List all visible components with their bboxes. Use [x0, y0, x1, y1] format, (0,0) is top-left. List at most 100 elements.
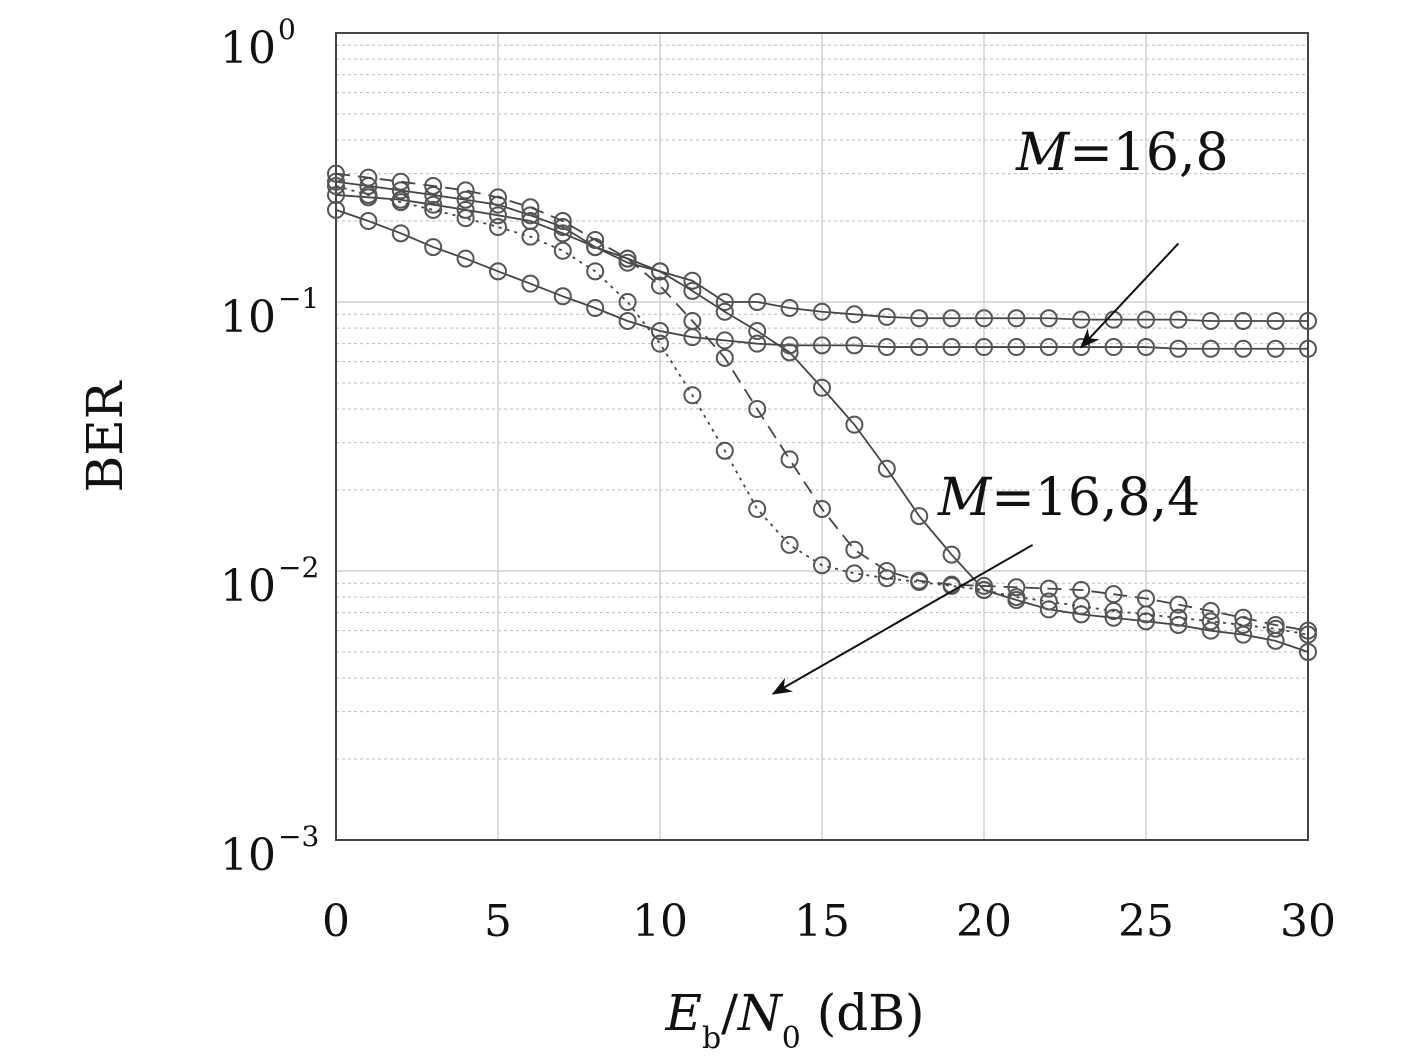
series-1-marker: [1072, 310, 1091, 329]
annotation-label: M=16,8,4: [937, 468, 1200, 528]
series-5-marker: [1104, 602, 1123, 621]
series-1-marker: [683, 271, 702, 290]
series-2-marker: [359, 212, 378, 231]
series-1-marker: [521, 206, 540, 225]
series-5-marker: [845, 564, 864, 583]
series-5-marker: [748, 500, 767, 519]
series-4-marker: [424, 176, 443, 195]
series-4-marker: [553, 212, 572, 231]
series-2-marker: [877, 338, 896, 357]
series-4-marker: [813, 500, 831, 519]
series-1-marker: [1234, 311, 1253, 330]
series-4-marker: [456, 181, 475, 200]
series-4-marker: [327, 164, 345, 183]
series-3-marker: [1201, 621, 1220, 640]
series-2-marker: [1201, 339, 1220, 358]
annotation-label: M=16,8: [1015, 123, 1229, 183]
series-4-marker: [521, 198, 540, 217]
series-3-marker: [942, 545, 961, 564]
series-3-marker: [780, 343, 799, 362]
series-3-marker: [1104, 608, 1123, 627]
series-line-5: [335, 185, 1309, 636]
series-2-marker: [715, 331, 734, 350]
series-4-marker: [489, 188, 507, 207]
series-1-marker: [1299, 311, 1317, 330]
series-4-marker: [715, 348, 734, 367]
x-tick-label: 15: [794, 896, 850, 947]
series-3-marker: [456, 200, 475, 219]
series-1-marker: [1169, 310, 1188, 329]
series-3-marker: [1169, 615, 1188, 634]
series-4-marker: [586, 231, 605, 250]
series-4-marker: [651, 276, 669, 295]
series-2-marker: [327, 200, 345, 219]
series-5-marker: [1007, 588, 1026, 607]
series-2-marker: [942, 338, 961, 357]
series-2-marker: [456, 249, 475, 268]
series-1-marker: [715, 293, 734, 311]
series-4-marker: [877, 562, 896, 580]
series-5-marker: [1266, 619, 1285, 638]
series-5-marker: [1137, 605, 1155, 624]
series-3-marker: [651, 262, 669, 281]
series-5-marker: [586, 262, 605, 281]
series-1-marker: [1201, 311, 1220, 330]
x-tick-label: 5: [484, 896, 512, 947]
series-5-marker: [456, 209, 475, 228]
series-3-marker: [1137, 612, 1155, 631]
series-5-marker: [424, 200, 443, 219]
series-2-marker: [845, 336, 864, 355]
series-2-marker: [748, 334, 767, 353]
grid: [335, 33, 1309, 841]
series-4-marker: [618, 249, 637, 268]
series-2-marker: [651, 322, 669, 341]
series-2-marker: [1234, 339, 1253, 358]
annotation-arrow: [771, 544, 1034, 695]
series-2-marker: [391, 224, 410, 243]
series-4-marker: [1007, 578, 1026, 597]
series-2-marker: [1104, 338, 1123, 357]
series-4-marker: [1169, 595, 1188, 614]
series-1-marker: [1039, 309, 1058, 328]
series-5-marker: [553, 241, 572, 260]
series-1-marker: [780, 298, 799, 317]
x-axis-label: Eb/N0 (dB): [664, 984, 924, 1056]
x-tick-label: 30: [1280, 896, 1336, 947]
series-1-marker: [877, 307, 896, 326]
series-3-marker: [877, 459, 896, 478]
annotations: M=16,8 M=16,8,4: [771, 123, 1229, 695]
series-1-marker: [845, 305, 864, 324]
x-tick-label: 20: [956, 896, 1012, 947]
series-line-3: [335, 194, 1309, 653]
series-2-marker: [489, 262, 507, 281]
series-5-marker: [780, 535, 799, 554]
series-3-marker: [845, 415, 864, 434]
series-1-marker: [1137, 310, 1155, 329]
y-tick-label: 10: [220, 830, 276, 881]
series-2-marker: [1007, 338, 1026, 357]
series-5-marker: [715, 441, 734, 460]
series-2-marker: [1299, 339, 1317, 358]
series-3-marker: [327, 185, 345, 204]
series-1-marker: [942, 309, 961, 328]
series-1-marker: [1007, 309, 1026, 328]
series-4-marker: [780, 450, 799, 469]
series-1-marker: [1266, 311, 1285, 330]
series-5-marker: [651, 334, 669, 353]
series-4-marker: [359, 168, 378, 187]
series-2-marker: [424, 238, 443, 257]
series-5-marker: [813, 556, 831, 575]
series-1-marker: [910, 309, 929, 328]
series-3-marker: [489, 206, 507, 225]
series-4-marker: [748, 400, 767, 419]
series-1-marker: [748, 293, 767, 311]
series-5-marker: [327, 176, 345, 195]
x-tick-label: 25: [1118, 896, 1174, 947]
y-axis-label: BER: [76, 380, 134, 492]
series-2-marker: [1039, 338, 1058, 357]
series-2-marker: [618, 311, 637, 330]
series-3-marker: [910, 507, 929, 526]
series-1-marker: [813, 302, 831, 321]
